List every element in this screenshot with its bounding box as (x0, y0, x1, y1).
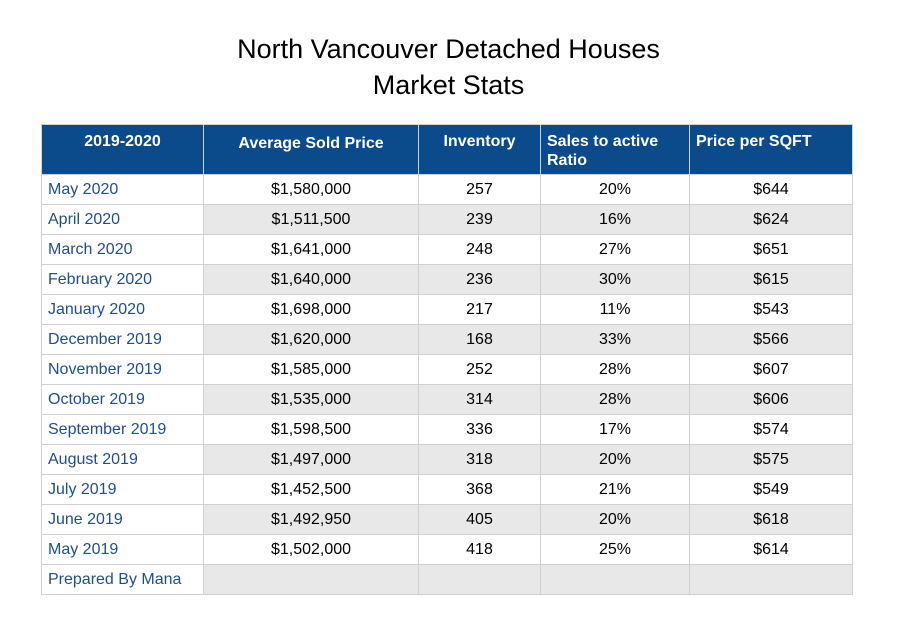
ppsf-cell: $543 (689, 294, 853, 325)
month-cell: March 2020 (41, 234, 204, 265)
month-cell: November 2019 (41, 354, 204, 385)
table-row: September 2019 $1,598,500 336 17% $574 (41, 414, 853, 445)
ppsf-cell: $651 (689, 234, 853, 265)
title-line-1: North Vancouver Detached Houses (237, 34, 660, 64)
inventory-cell: 314 (418, 384, 541, 415)
header-average-sold-price: Average Sold Price (203, 124, 419, 175)
inventory-cell: 257 (418, 174, 541, 205)
table-row: May 2020 $1,580,000 257 20% $644 (41, 174, 853, 205)
inventory-cell: 318 (418, 444, 541, 475)
ratio-cell: 16% (540, 204, 690, 235)
inventory-cell: 336 (418, 414, 541, 445)
avg-price-cell: $1,640,000 (203, 264, 419, 295)
ratio-cell: 17% (540, 414, 690, 445)
empty-cell (418, 564, 541, 595)
avg-price-cell: $1,492,950 (203, 504, 419, 535)
ppsf-cell: $624 (689, 204, 853, 235)
month-cell: June 2019 (41, 504, 204, 535)
inventory-cell: 168 (418, 324, 541, 355)
table-row: March 2020 $1,641,000 248 27% $651 (41, 234, 853, 265)
table-header-row: 2019-2020 Average Sold Price Inventory S… (41, 124, 853, 175)
page-title: North Vancouver Detached Houses Market S… (0, 31, 897, 103)
inventory-cell: 248 (418, 234, 541, 265)
title-line-2: Market Stats (372, 70, 525, 100)
avg-price-cell: $1,620,000 (203, 324, 419, 355)
month-cell: May 2019 (41, 534, 204, 565)
ppsf-cell: $644 (689, 174, 853, 205)
avg-price-cell: $1,511,500 (203, 204, 419, 235)
ratio-cell: 27% (540, 234, 690, 265)
month-cell: May 2020 (41, 174, 204, 205)
ppsf-cell: $614 (689, 534, 853, 565)
header-inventory: Inventory (418, 124, 541, 175)
ppsf-cell: $615 (689, 264, 853, 295)
avg-price-cell: $1,535,000 (203, 384, 419, 415)
ppsf-cell: $566 (689, 324, 853, 355)
ratio-cell: 21% (540, 474, 690, 505)
ppsf-cell: $549 (689, 474, 853, 505)
market-stats-table: 2019-2020 Average Sold Price Inventory S… (41, 124, 853, 595)
prepared-by-cell: Prepared By Mana (41, 564, 204, 595)
avg-price-cell: $1,497,000 (203, 444, 419, 475)
empty-cell (203, 564, 419, 595)
month-cell: December 2019 (41, 324, 204, 355)
ratio-cell: 25% (540, 534, 690, 565)
inventory-cell: 236 (418, 264, 541, 295)
table-row: April 2020 $1,511,500 239 16% $624 (41, 204, 853, 235)
table-row: December 2019 $1,620,000 168 33% $566 (41, 324, 853, 355)
inventory-cell: 418 (418, 534, 541, 565)
month-cell: September 2019 (41, 414, 204, 445)
ratio-cell: 30% (540, 264, 690, 295)
inventory-cell: 252 (418, 354, 541, 385)
inventory-cell: 239 (418, 204, 541, 235)
table-footer-row: Prepared By Mana (41, 564, 853, 595)
table-row: August 2019 $1,497,000 318 20% $575 (41, 444, 853, 475)
avg-price-cell: $1,598,500 (203, 414, 419, 445)
inventory-cell: 217 (418, 294, 541, 325)
month-cell: February 2020 (41, 264, 204, 295)
month-cell: July 2019 (41, 474, 204, 505)
table-row: January 2020 $1,698,000 217 11% $543 (41, 294, 853, 325)
ratio-cell: 20% (540, 174, 690, 205)
table-row: June 2019 $1,492,950 405 20% $618 (41, 504, 853, 535)
ratio-cell: 33% (540, 324, 690, 355)
ratio-cell: 28% (540, 384, 690, 415)
ratio-cell: 28% (540, 354, 690, 385)
table-row: November 2019 $1,585,000 252 28% $607 (41, 354, 853, 385)
table-row: July 2019 $1,452,500 368 21% $549 (41, 474, 853, 505)
month-cell: August 2019 (41, 444, 204, 475)
ratio-cell: 20% (540, 444, 690, 475)
month-cell: January 2020 (41, 294, 204, 325)
avg-price-cell: $1,585,000 (203, 354, 419, 385)
inventory-cell: 368 (418, 474, 541, 505)
avg-price-cell: $1,698,000 (203, 294, 419, 325)
ratio-cell: 20% (540, 504, 690, 535)
ppsf-cell: $575 (689, 444, 853, 475)
table-row: October 2019 $1,535,000 314 28% $606 (41, 384, 853, 415)
ppsf-cell: $618 (689, 504, 853, 535)
empty-cell (540, 564, 690, 595)
month-cell: October 2019 (41, 384, 204, 415)
ppsf-cell: $606 (689, 384, 853, 415)
table-row: February 2020 $1,640,000 236 30% $615 (41, 264, 853, 295)
avg-price-cell: $1,502,000 (203, 534, 419, 565)
ppsf-cell: $607 (689, 354, 853, 385)
avg-price-cell: $1,580,000 (203, 174, 419, 205)
empty-cell (689, 564, 853, 595)
avg-price-cell: $1,452,500 (203, 474, 419, 505)
table-row: May 2019 $1,502,000 418 25% $614 (41, 534, 853, 565)
inventory-cell: 405 (418, 504, 541, 535)
header-period: 2019-2020 (41, 124, 204, 175)
header-sales-to-active-ratio: Sales to active Ratio (540, 124, 690, 175)
month-cell: April 2020 (41, 204, 204, 235)
avg-price-cell: $1,641,000 (203, 234, 419, 265)
ratio-cell: 11% (540, 294, 690, 325)
ppsf-cell: $574 (689, 414, 853, 445)
header-price-per-sqft: Price per SQFT (689, 124, 853, 175)
